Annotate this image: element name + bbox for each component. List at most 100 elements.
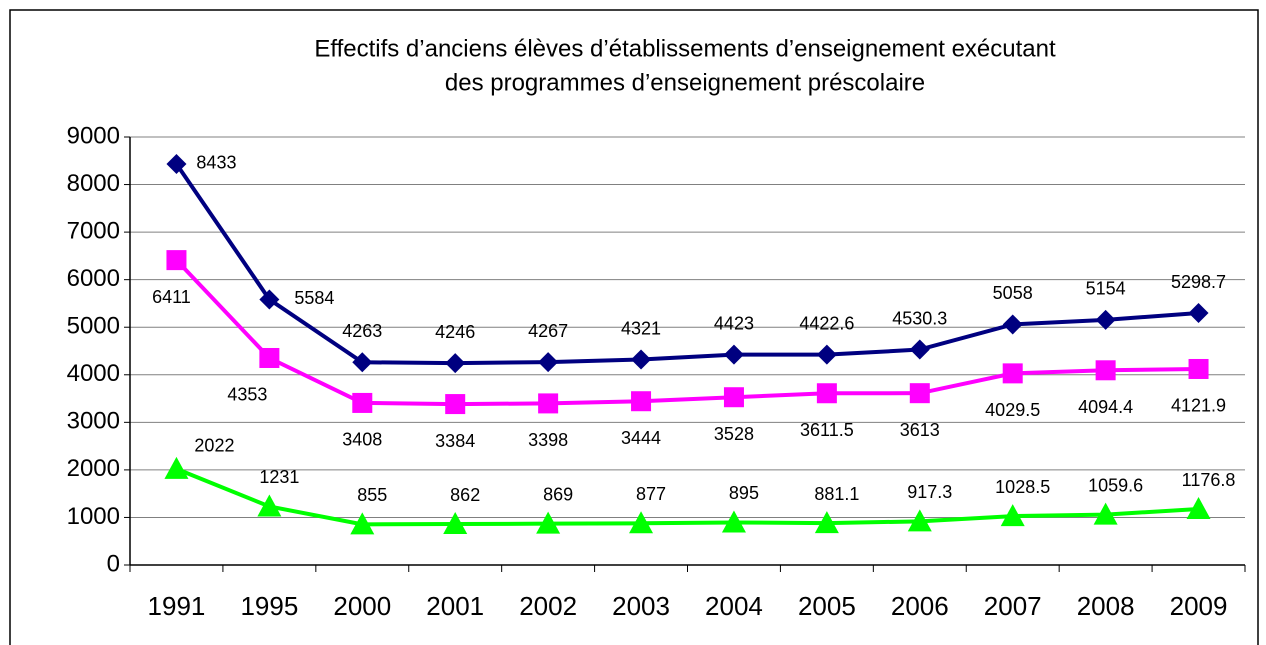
x-tick-label: 2007 (984, 591, 1042, 621)
marker (166, 250, 187, 271)
data-label: 4353 (227, 385, 267, 405)
marker (259, 289, 280, 310)
marker (723, 387, 744, 408)
y-tick-label: 8000 (67, 170, 120, 197)
data-label: 5584 (294, 288, 334, 308)
data-label: 3611.5 (800, 420, 854, 440)
data-label: 1176.8 (1182, 470, 1236, 490)
data-label: 2022 (194, 436, 234, 456)
data-label: 917.3 (907, 482, 952, 502)
data-label: 6411 (152, 287, 191, 307)
x-tick-label: 2006 (891, 591, 949, 621)
x-tick-label: 2002 (519, 591, 577, 621)
x-tick-label: 2000 (333, 591, 391, 621)
marker (1188, 303, 1209, 324)
data-label: 5154 (1086, 279, 1126, 299)
data-label: 4121.9 (1171, 396, 1226, 416)
y-tick-label: 2000 (67, 455, 120, 482)
y-tick-label: 0 (107, 550, 120, 577)
series-line (175, 466, 1199, 527)
marker (721, 510, 746, 533)
data-label: 4423 (714, 313, 754, 333)
data-label: 855 (357, 485, 387, 505)
data-label: 4094.4 (1078, 397, 1133, 417)
data-label: 862 (450, 485, 480, 505)
data-label: 4530.3 (892, 308, 947, 328)
marker (723, 344, 744, 365)
marker (1188, 358, 1209, 379)
marker (1186, 497, 1211, 520)
marker (909, 339, 930, 360)
data-label: 4029.5 (985, 400, 1040, 420)
marker (352, 392, 373, 413)
marker (816, 344, 837, 365)
marker (1095, 360, 1116, 381)
marker (257, 494, 282, 517)
x-tick-label: 2005 (798, 591, 856, 621)
x-tick-label: 2008 (1077, 591, 1135, 621)
x-tick-label: 1991 (148, 591, 206, 621)
series-line (174, 162, 1199, 366)
series-line (175, 258, 1199, 407)
data-label: 877 (636, 484, 666, 504)
marker (1095, 309, 1116, 330)
marker (259, 347, 280, 368)
y-tick-label: 9000 (67, 122, 120, 149)
data-label: 881.1 (814, 484, 859, 504)
data-label: 3444 (621, 428, 661, 448)
y-tick-label: 4000 (67, 360, 120, 387)
data-label: 3408 (342, 430, 382, 450)
marker (631, 391, 652, 412)
marker (1000, 504, 1025, 527)
data-label: 3528 (714, 424, 754, 444)
data-label: 4246 (435, 322, 475, 342)
x-tick-label: 2004 (705, 591, 763, 621)
marker (1002, 363, 1023, 384)
marker (1002, 314, 1023, 335)
data-label: 4263 (342, 321, 382, 341)
marker (164, 456, 189, 479)
marker (443, 512, 468, 535)
marker (166, 153, 187, 174)
marker (538, 352, 559, 373)
data-label: 3398 (528, 430, 568, 450)
data-label: 1028.5 (995, 477, 1050, 497)
x-tick-label: 2003 (612, 591, 670, 621)
marker (1093, 502, 1118, 525)
data-label: 8433 (196, 153, 236, 173)
y-tick-label: 1000 (67, 503, 120, 530)
marker (909, 383, 930, 404)
chart-title: Effectifs d’anciens élèves d’établisseme… (314, 35, 1056, 62)
chart-title: des programmes d’enseignement préscolair… (445, 69, 925, 96)
x-tick-label: 2001 (426, 591, 484, 621)
marker (350, 512, 375, 535)
marker (814, 511, 839, 534)
data-label: 1059.6 (1088, 475, 1143, 495)
y-tick-label: 5000 (67, 313, 120, 340)
y-tick-label: 7000 (67, 217, 120, 244)
marker (536, 511, 561, 534)
y-tick-label: 3000 (67, 408, 120, 435)
data-label: 4267 (528, 321, 568, 341)
marker (445, 394, 466, 415)
marker (352, 352, 373, 373)
marker (816, 383, 837, 404)
data-label: 4422.6 (799, 313, 854, 333)
data-label: 869 (543, 484, 573, 504)
data-label: 895 (729, 483, 759, 503)
data-label: 3384 (435, 431, 475, 451)
marker (538, 393, 559, 414)
data-label: 1231 (259, 467, 299, 487)
x-tick-label: 2009 (1170, 591, 1228, 621)
data-label: 3613 (900, 420, 940, 440)
x-tick-label: 1995 (240, 591, 298, 621)
marker (631, 349, 652, 370)
marker (629, 511, 654, 534)
data-label: 5298.7 (1171, 272, 1226, 292)
data-label: 5058 (993, 283, 1033, 303)
data-label: 4321 (621, 318, 661, 338)
y-tick-label: 6000 (67, 265, 120, 292)
marker (907, 509, 932, 532)
marker (445, 353, 466, 374)
